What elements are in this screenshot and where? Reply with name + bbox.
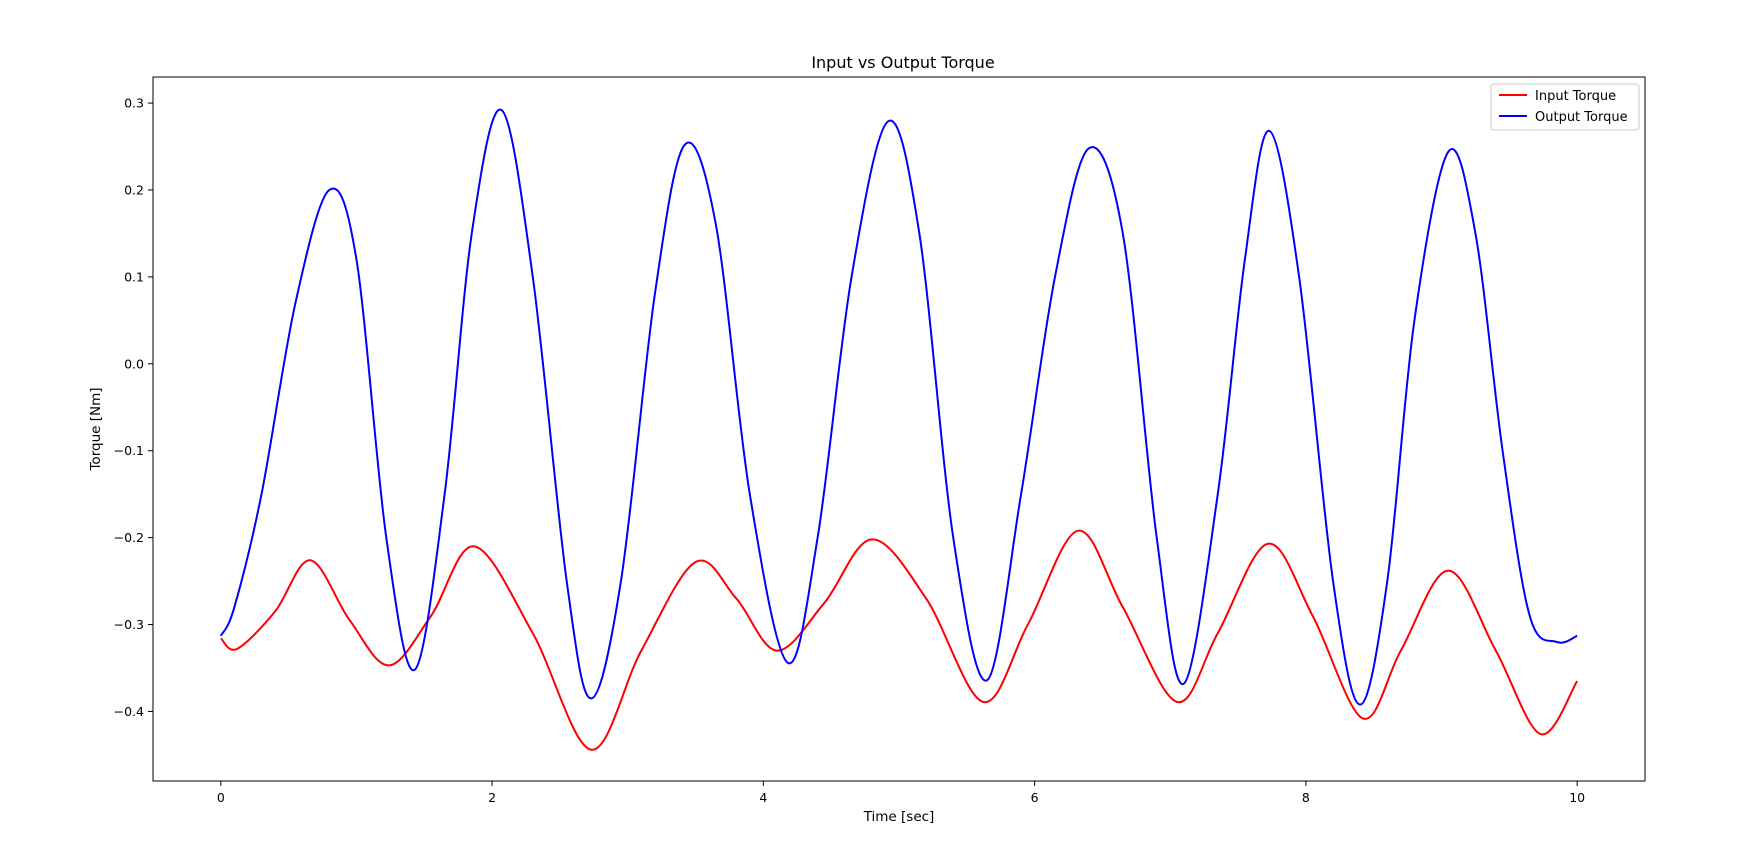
x-tick-label: 4 <box>759 790 767 805</box>
axes-frame <box>152 76 1646 782</box>
y-tick-label: 0.2 <box>124 182 144 197</box>
legend-box <box>1490 83 1640 131</box>
y-tick-label: 0.1 <box>124 269 144 284</box>
x-tick-label: 6 <box>1031 790 1039 805</box>
y-axis-ticks: −0.4 −0.3 −0.2 −0.1 0.0 0.1 0.2 0.3 <box>114 96 153 719</box>
series-line-input-torque <box>220 529 1579 751</box>
x-tick-label: 0 <box>217 790 225 805</box>
y-tick-label: −0.3 <box>114 617 144 632</box>
x-tick-label: 8 <box>1302 790 1310 805</box>
plot-area <box>152 76 1646 782</box>
x-tick-label: 10 <box>1569 790 1585 805</box>
legend-label-input-torque: Input Torque <box>1535 89 1616 104</box>
series-layer <box>219 108 1579 751</box>
y-axis-label: Torque [Nm] <box>88 387 104 471</box>
y-tick-label: −0.2 <box>114 530 144 545</box>
x-axis-label: Time [sec] <box>863 809 935 825</box>
y-tick-label: −0.1 <box>114 443 144 458</box>
legend: Input Torque Output Torque <box>1490 83 1640 131</box>
y-tick-label: 0.0 <box>124 356 144 371</box>
y-tick-label: −0.4 <box>114 704 144 719</box>
chart-title: Input vs Output Torque <box>811 53 994 72</box>
series-line-output-torque <box>219 108 1578 706</box>
x-tick-label: 2 <box>488 790 496 805</box>
x-axis-ticks: 0 2 4 6 8 10 <box>217 781 1585 805</box>
legend-label-output-torque: Output Torque <box>1535 110 1628 125</box>
y-tick-label: 0.3 <box>124 96 144 111</box>
